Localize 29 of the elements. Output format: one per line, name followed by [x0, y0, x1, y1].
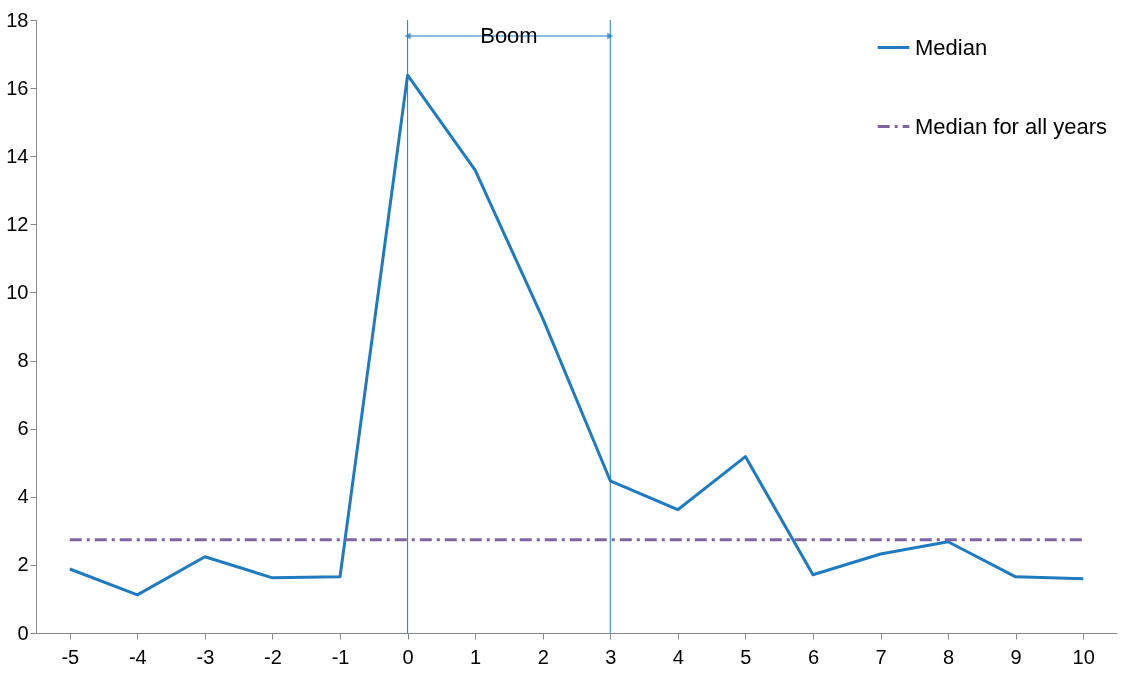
y-tick-label: 8 [17, 349, 29, 372]
y-tick-label: 10 [6, 280, 29, 303]
y-tick-label: 12 [6, 212, 29, 235]
y-tick-label: 2 [17, 553, 29, 576]
x-tick-label: 2 [537, 645, 549, 668]
legend-label: Median [915, 34, 988, 60]
y-tick-label: 14 [6, 144, 29, 167]
x-tick-label: 7 [875, 645, 887, 668]
x-tick-label: 8 [943, 645, 955, 668]
x-tick-label: -5 [61, 645, 80, 668]
y-tick-label: 18 [6, 8, 29, 31]
y-tick-label: 6 [17, 417, 29, 440]
x-tick-label: 3 [605, 645, 617, 668]
x-tick-label: 6 [807, 645, 820, 668]
annotation: Boom [480, 23, 538, 48]
y-tick-label: 4 [17, 485, 29, 508]
x-tick-label: 1 [470, 645, 482, 668]
x-tick-label: -4 [128, 645, 147, 668]
x-tick-label: 10 [1072, 645, 1095, 668]
x-tick-label: -1 [331, 645, 350, 668]
x-tick-label: 4 [672, 645, 684, 668]
y-tick-label: 0 [17, 621, 29, 644]
y-tick-label: 16 [6, 76, 29, 99]
x-tick-label: -3 [196, 645, 215, 668]
x-tick-label: 5 [740, 645, 752, 668]
legend-label: Median for all years [915, 113, 1107, 139]
x-tick-label: 0 [402, 645, 414, 668]
x-tick-label: 9 [1010, 645, 1022, 668]
x-tick-label: -2 [264, 645, 282, 668]
